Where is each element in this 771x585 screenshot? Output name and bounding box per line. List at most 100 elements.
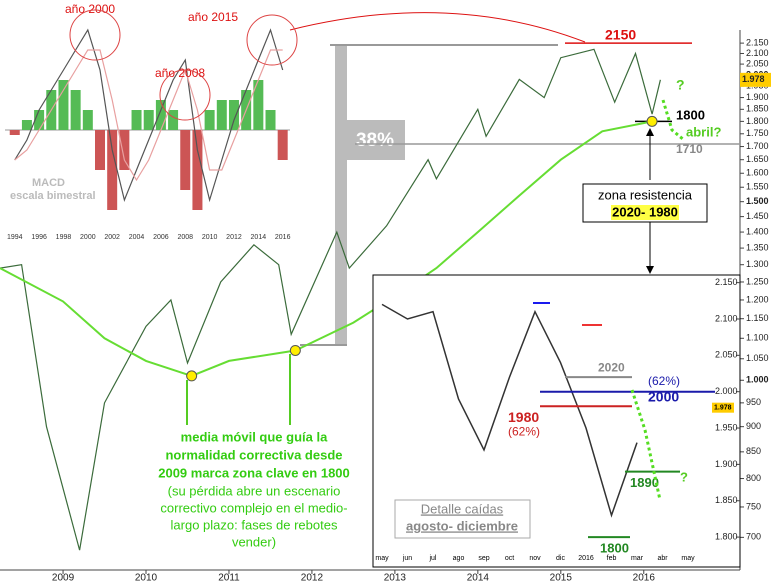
macd-title: MACD bbox=[32, 177, 65, 189]
x-tick-label: feb bbox=[607, 555, 617, 562]
level-label: 1800 bbox=[600, 541, 629, 556]
bar bbox=[253, 80, 264, 130]
bar bbox=[204, 110, 215, 130]
last-price: 1.978 bbox=[714, 405, 732, 412]
bar bbox=[277, 130, 288, 160]
highlight-circle bbox=[69, 9, 121, 61]
x-tick-label: may bbox=[375, 555, 389, 562]
level-label: 1890 bbox=[630, 475, 659, 490]
highlight-circle bbox=[246, 14, 298, 66]
x-tick-label: nov bbox=[529, 555, 541, 562]
x-tick-label: 1994 bbox=[7, 234, 23, 241]
marker bbox=[646, 115, 658, 127]
x-tick-label: 2016 bbox=[633, 573, 656, 584]
last-price: 1.978 bbox=[742, 74, 765, 84]
bar bbox=[155, 100, 166, 130]
question: ? bbox=[680, 469, 688, 484]
y-tick-label: 2.050 bbox=[715, 350, 738, 360]
y-tick-label: 1.800 bbox=[715, 531, 738, 541]
x-tick-label: 1996 bbox=[31, 234, 47, 241]
bar bbox=[70, 90, 81, 130]
x-tick-label: oct bbox=[505, 555, 514, 562]
y-tick-label: 1.750 bbox=[746, 128, 769, 138]
level-label: 1800 bbox=[676, 107, 705, 122]
x-tick-label: dic bbox=[556, 555, 565, 562]
bar bbox=[216, 100, 227, 130]
y-tick-label: 750 bbox=[746, 501, 761, 511]
marker bbox=[289, 344, 301, 356]
main-plot: 700 750 800 850 900 950 1.000 1.050 1.100 1.150 1.… bbox=[0, 37, 771, 584]
bar bbox=[265, 110, 276, 130]
question: ? bbox=[676, 77, 685, 93]
level-label: 2150 bbox=[605, 27, 636, 43]
bar bbox=[168, 110, 179, 130]
zone-label: zona resistencia bbox=[598, 187, 693, 202]
pct-box bbox=[345, 120, 405, 160]
y-tick-label: 800 bbox=[746, 473, 761, 483]
arrow bbox=[289, 12, 586, 43]
bar bbox=[21, 120, 32, 130]
y-tick-label: 1.150 bbox=[746, 313, 769, 323]
x-tick-label: 2009 bbox=[52, 573, 75, 584]
bar bbox=[131, 110, 142, 130]
bar bbox=[9, 130, 20, 135]
detail-plot: 1.800 1.850 1.900 1.950 2.000 2.050 2.100 2.150… bbox=[375, 277, 740, 562]
y-tick-label: 1.100 bbox=[746, 333, 769, 343]
level-label: 1980 bbox=[508, 409, 539, 425]
y-tick-label: 1.950 bbox=[715, 422, 738, 432]
y-tick-label: 1.900 bbox=[715, 459, 738, 469]
y-tick-label: 1.850 bbox=[746, 104, 769, 114]
bar bbox=[58, 80, 69, 130]
x-tick-label: 2012 bbox=[226, 234, 242, 241]
x-tick-label: 2010 bbox=[135, 573, 158, 584]
y-tick-label: 1.700 bbox=[746, 141, 769, 151]
line bbox=[0, 48, 661, 551]
x-tick-label: 2002 bbox=[104, 234, 120, 241]
y-tick-label: 1.450 bbox=[746, 211, 769, 221]
y-tick-label: 2.150 bbox=[715, 277, 738, 287]
detail-title: Detalle caídas bbox=[421, 501, 504, 516]
x-tick-label: mar bbox=[631, 555, 644, 562]
y-tick-label: 1.850 bbox=[715, 495, 738, 505]
last-price-box bbox=[740, 72, 771, 87]
y-tick-label: 1.200 bbox=[746, 294, 769, 304]
pct-label: 38% bbox=[356, 130, 394, 151]
x-tick-label: 2010 bbox=[202, 234, 218, 241]
bar bbox=[107, 130, 118, 210]
line bbox=[14, 49, 283, 182]
projection bbox=[661, 99, 685, 142]
bar bbox=[228, 100, 239, 130]
bar bbox=[82, 110, 93, 130]
retracement-bar bbox=[335, 45, 347, 345]
y-tick-label: 900 bbox=[746, 421, 761, 431]
x-tick-label: 2006 bbox=[153, 234, 169, 241]
highlight bbox=[611, 205, 679, 220]
y-tick-label: 1.800 bbox=[746, 116, 769, 126]
caption-line: vender) bbox=[232, 534, 276, 549]
caption-line: largo plazo: fases de rebotes bbox=[171, 517, 338, 532]
level-label: 2000 bbox=[648, 388, 679, 404]
y-tick-label: 1.300 bbox=[746, 259, 769, 269]
highlight-circle bbox=[159, 69, 211, 121]
y-tick-label: 1.400 bbox=[746, 226, 769, 236]
x-tick-label: 2015 bbox=[550, 573, 573, 584]
zone-range: 2020- 1980 bbox=[612, 204, 678, 219]
caption-line: 2009 marca zona clave en 1800 bbox=[158, 465, 350, 480]
april-label: abril? bbox=[686, 124, 721, 139]
arrow-head bbox=[646, 128, 654, 136]
line bbox=[0, 120, 653, 377]
caption: media móvil que guía la normalidad correc… bbox=[158, 429, 350, 549]
x-tick-label: 2014 bbox=[251, 234, 267, 241]
y-tick-label: 2.050 bbox=[746, 58, 769, 68]
bar bbox=[180, 130, 191, 190]
y-tick-label: 2.150 bbox=[746, 37, 769, 47]
y-tick-label: 1.250 bbox=[746, 276, 769, 286]
x-tick-label: 2016 bbox=[275, 234, 291, 241]
x-tick-label: 1998 bbox=[56, 234, 72, 241]
annotation: año 2015 bbox=[188, 10, 238, 24]
annotation: año 2000 bbox=[65, 2, 115, 16]
bar bbox=[119, 130, 130, 170]
x-tick-label: 2012 bbox=[301, 573, 324, 584]
x-tick-label: sep bbox=[478, 555, 489, 562]
x-tick-label: abr bbox=[657, 555, 668, 562]
